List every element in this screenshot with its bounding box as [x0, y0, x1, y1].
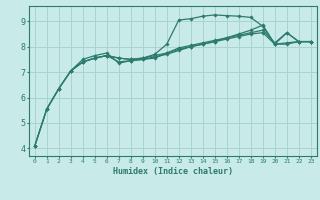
X-axis label: Humidex (Indice chaleur): Humidex (Indice chaleur): [113, 167, 233, 176]
